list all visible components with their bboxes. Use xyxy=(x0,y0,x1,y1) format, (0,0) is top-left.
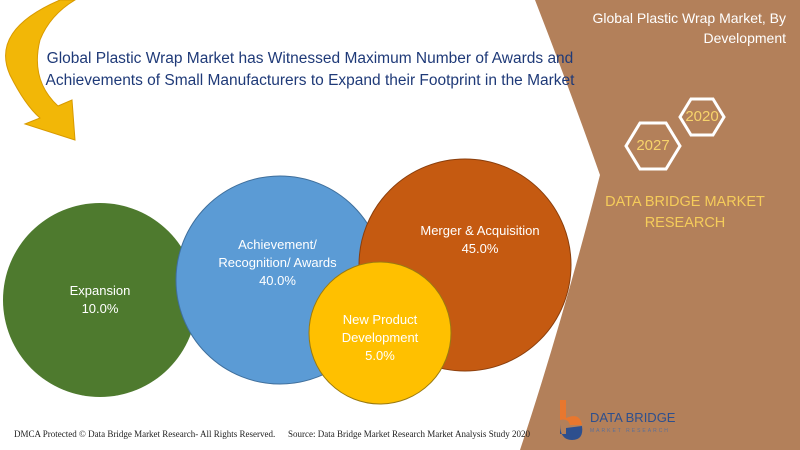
label-new-product: New Product Development 5.0% xyxy=(320,311,440,365)
logo-text: DATA BRIDGE xyxy=(590,410,676,425)
panel-title-line-1: Global Plastic Wrap Market, By xyxy=(592,10,786,26)
label-name: New Product xyxy=(342,312,418,327)
label-name: Development xyxy=(341,330,419,345)
headline-line-1: Global Plastic Wrap Market has Witnessed… xyxy=(46,50,574,67)
copyright-text: DMCA Protected © Data Bridge Market Rese… xyxy=(14,429,276,439)
label-name: Merger & Acquisition xyxy=(420,223,540,238)
label-name: Achievement/ xyxy=(238,237,317,252)
logo-subtext: MARKET RESEARCH xyxy=(590,428,670,434)
label-name: Expansion xyxy=(69,283,131,298)
logo-icon-base xyxy=(560,424,583,440)
source-text: Source: Data Bridge Market Research Mark… xyxy=(288,429,530,439)
panel-title: Global Plastic Wrap Market, By Developme… xyxy=(546,8,786,48)
label-achievement: Achievement/ Recognition/ Awards 40.0% xyxy=(200,236,355,290)
headline: Global Plastic Wrap Market has Witnessed… xyxy=(40,48,580,92)
brand-line-2: RESEARCH xyxy=(644,215,726,231)
year-2020: 2020 xyxy=(685,108,719,125)
year-2027: 2027 xyxy=(636,137,670,154)
panel-title-line-2: Development xyxy=(703,30,787,46)
headline-line-2: Achievements of Small Manufacturers to E… xyxy=(45,72,575,89)
label-value: 45.0% xyxy=(461,241,499,256)
label-name: Recognition/ Awards xyxy=(218,255,337,270)
brand-line-1: DATA BRIDGE MARKET xyxy=(605,194,765,210)
label-value: 40.0% xyxy=(259,273,296,288)
label-value: 5.0% xyxy=(365,348,395,363)
side-panel xyxy=(520,0,800,450)
hexagon-2020-icon xyxy=(678,97,726,137)
bubble-expansion xyxy=(3,203,197,397)
hexagon-2027-icon xyxy=(624,121,682,171)
label-value: 10.0% xyxy=(81,301,119,316)
label-expansion: Expansion 10.0% xyxy=(40,282,160,318)
curved-arrow-icon xyxy=(5,0,76,141)
logo-icon xyxy=(560,400,582,425)
bubble-new-product xyxy=(308,261,452,405)
brand-text: DATA BRIDGE MARKET RESEARCH xyxy=(600,192,770,234)
label-merger: Merger & Acquisition 45.0% xyxy=(400,222,560,258)
